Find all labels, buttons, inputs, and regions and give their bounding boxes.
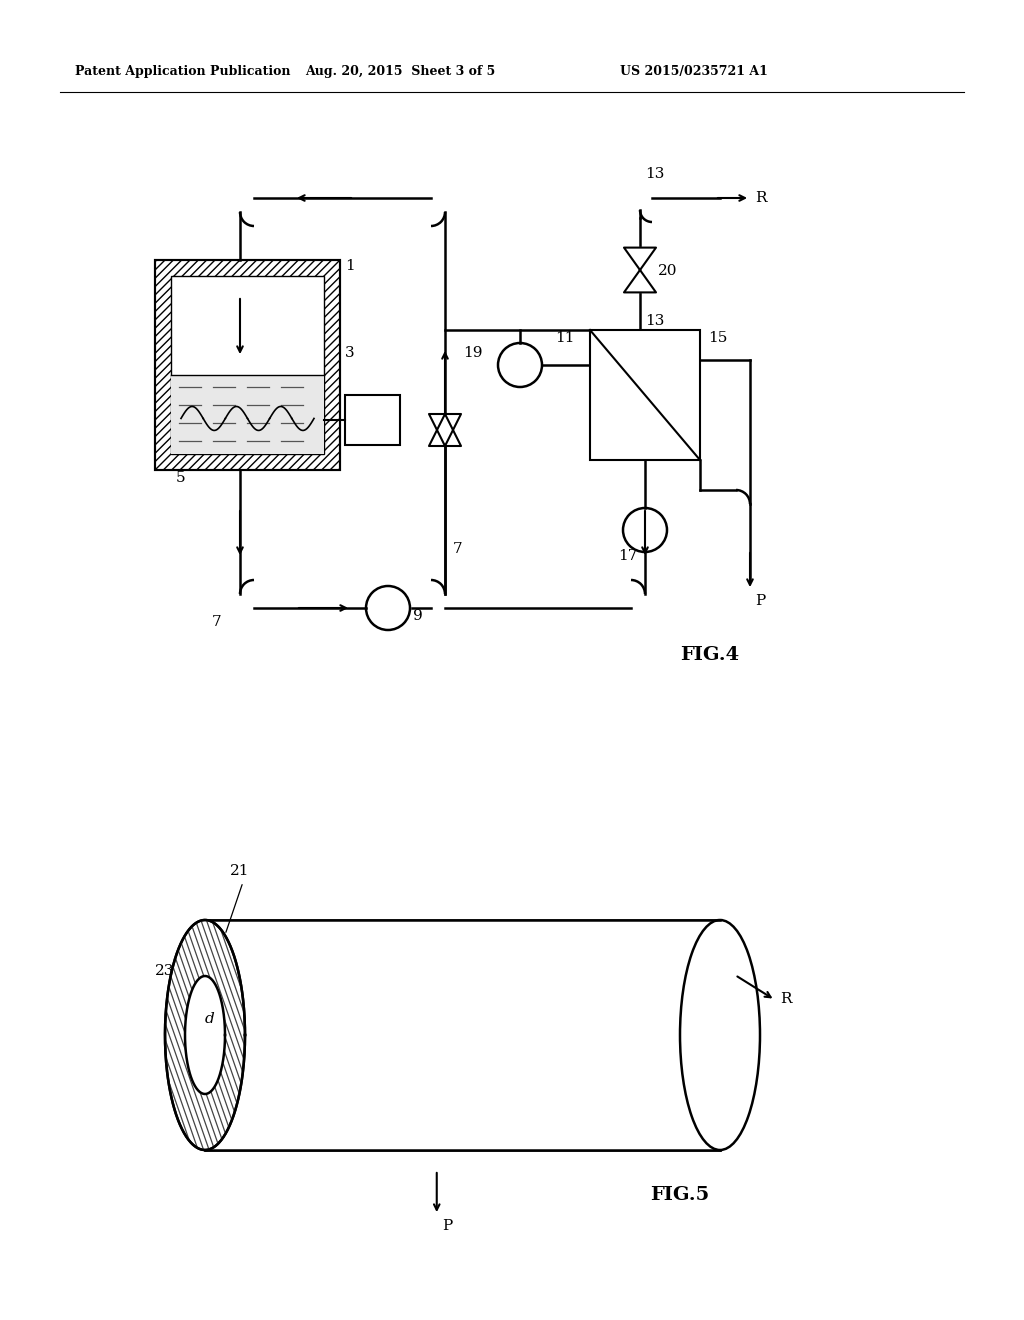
- Text: 13: 13: [645, 168, 665, 181]
- Text: 21: 21: [230, 865, 250, 878]
- Bar: [155, 260, 340, 470]
- Text: 7: 7: [453, 543, 463, 556]
- Text: d: d: [205, 1012, 215, 1026]
- Bar: [345, 395, 400, 445]
- Text: 1: 1: [345, 259, 354, 273]
- Text: 23: 23: [155, 964, 174, 978]
- Polygon shape: [624, 271, 656, 293]
- Text: 9: 9: [413, 609, 423, 623]
- FancyBboxPatch shape: [205, 920, 720, 1150]
- Text: FIG.5: FIG.5: [650, 1185, 710, 1204]
- Text: 15: 15: [708, 331, 727, 345]
- Bar: [155, 260, 340, 470]
- Ellipse shape: [680, 920, 760, 1150]
- Text: 20: 20: [658, 264, 678, 279]
- Text: 11: 11: [555, 331, 574, 345]
- Bar: [171, 276, 324, 454]
- Polygon shape: [429, 414, 461, 446]
- Polygon shape: [429, 414, 461, 446]
- Bar: [590, 330, 700, 459]
- Polygon shape: [185, 975, 225, 1094]
- Text: 3: 3: [345, 346, 354, 360]
- Text: 5: 5: [176, 471, 185, 484]
- Text: 17: 17: [618, 549, 637, 564]
- Polygon shape: [165, 920, 245, 1150]
- Text: 13: 13: [645, 314, 665, 327]
- Text: US 2015/0235721 A1: US 2015/0235721 A1: [620, 66, 768, 78]
- Bar: [171, 375, 324, 454]
- Text: FIG.4: FIG.4: [680, 645, 739, 664]
- Text: P: P: [441, 1218, 452, 1233]
- Text: P: P: [755, 594, 765, 609]
- Polygon shape: [624, 248, 656, 271]
- Text: R: R: [755, 191, 767, 205]
- Text: 19: 19: [463, 346, 482, 360]
- Text: Patent Application Publication: Patent Application Publication: [75, 66, 291, 78]
- Text: 7: 7: [212, 615, 221, 630]
- Bar: [171, 276, 324, 454]
- Text: Aug. 20, 2015  Sheet 3 of 5: Aug. 20, 2015 Sheet 3 of 5: [305, 66, 496, 78]
- Text: R: R: [780, 993, 792, 1006]
